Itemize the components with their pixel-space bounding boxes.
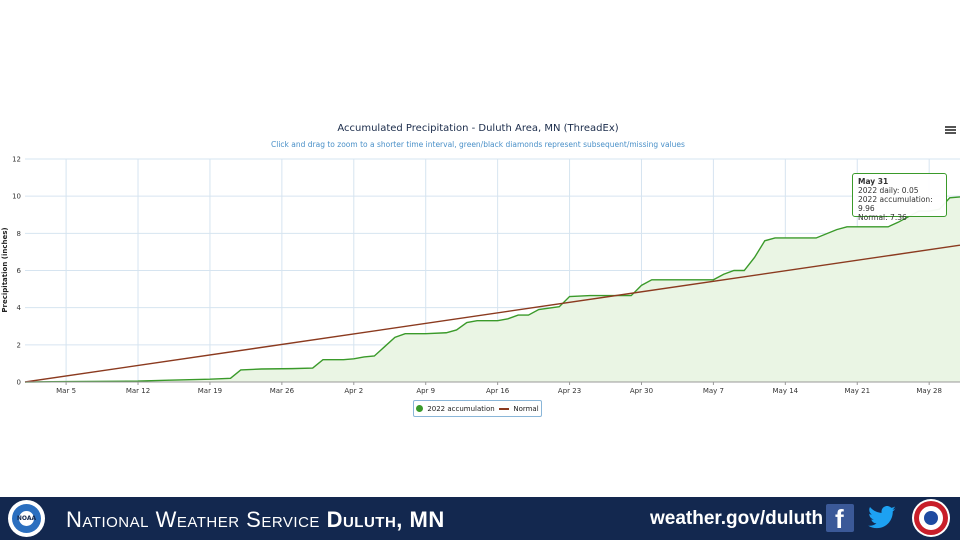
normal-line xyxy=(24,244,960,383)
x-tick-label: May 21 xyxy=(844,387,870,395)
y-tick-label: 8 xyxy=(17,230,21,238)
chart-title: Accumulated Precipitation - Duluth Area,… xyxy=(337,123,618,134)
y-axis-ticks: 0 2 4 6 8 10 12 xyxy=(12,156,21,387)
precipitation-chart[interactable]: Accumulated Precipitation - Duluth Area,… xyxy=(0,0,960,497)
twitter-icon[interactable] xyxy=(866,503,898,533)
x-tick-label: May 14 xyxy=(773,387,799,395)
chart-menu-icon[interactable] xyxy=(945,125,956,136)
noaa-logo-text: NOAA xyxy=(16,515,37,522)
y-tick-label: 10 xyxy=(12,193,21,201)
legend-item-normal[interactable]: Normal xyxy=(499,404,539,413)
x-tick-label: Mar 26 xyxy=(270,387,295,395)
chart-legend: 2022 accumulation Normal xyxy=(413,400,542,417)
series-lines xyxy=(24,196,960,383)
tooltip-date: May 31 xyxy=(858,177,889,186)
x-tick-label: Apr 16 xyxy=(486,387,510,395)
legend-dot-icon xyxy=(416,405,424,412)
legend-item-accumulation[interactable]: 2022 accumulation xyxy=(416,404,495,413)
accumulation-fill xyxy=(25,196,960,382)
x-tick-label: Apr 30 xyxy=(630,387,653,395)
x-tick-label: Apr 23 xyxy=(558,387,581,395)
x-tick-label: Mar 12 xyxy=(126,387,150,395)
org-prefix: National Weather Service xyxy=(66,507,320,532)
facebook-icon[interactable]: f xyxy=(826,504,854,534)
chart-tooltip: May 31 2022 daily: 0.05 2022 accumulatio… xyxy=(852,173,947,222)
y-tick-label: 2 xyxy=(17,341,21,349)
accumulation-area xyxy=(25,196,960,382)
org-name: National Weather Service Duluth, MN xyxy=(66,507,445,533)
x-tick-label: Apr 2 xyxy=(344,387,363,395)
x-tick-label: May 28 xyxy=(916,387,942,395)
legend-normal-label: Normal xyxy=(513,404,539,413)
x-axis-ticks: Mar 5 Mar 12 Mar 19 Mar 26 Apr 2 Apr 9 Apr 16 A… xyxy=(56,382,942,395)
legend-line-icon xyxy=(499,407,510,410)
chart-subtitle: Click and drag to zoom to a shorter time… xyxy=(271,140,685,149)
x-tick-label: Mar 5 xyxy=(56,387,76,395)
accumulation-line xyxy=(24,196,960,383)
y-tick-label: 12 xyxy=(12,156,21,164)
y-axis-label: Precipitation (inches) xyxy=(1,227,9,312)
noaa-logo: NOAA xyxy=(8,500,45,537)
org-office: Duluth, MN xyxy=(326,507,445,532)
nws-logo xyxy=(912,499,950,537)
x-tick-label: Apr 9 xyxy=(416,387,435,395)
y-tick-label: 4 xyxy=(17,304,22,312)
tooltip-normal: Normal: 7.36 xyxy=(858,213,907,222)
x-tick-label: May 7 xyxy=(703,387,724,395)
legend-accum-label: 2022 accumulation xyxy=(427,404,495,413)
tooltip-daily: 2022 daily: 0.05 xyxy=(858,186,919,195)
tooltip-accum: 2022 accumulation: 9.96 xyxy=(858,195,933,213)
y-tick-label: 6 xyxy=(17,267,22,275)
y-tick-label: 0 xyxy=(17,379,21,387)
website-link[interactable]: weather.gov/duluth xyxy=(650,508,824,529)
x-tick-label: Mar 19 xyxy=(198,387,222,395)
footer-banner: NOAA National Weather Service Duluth, MN… xyxy=(0,497,960,540)
